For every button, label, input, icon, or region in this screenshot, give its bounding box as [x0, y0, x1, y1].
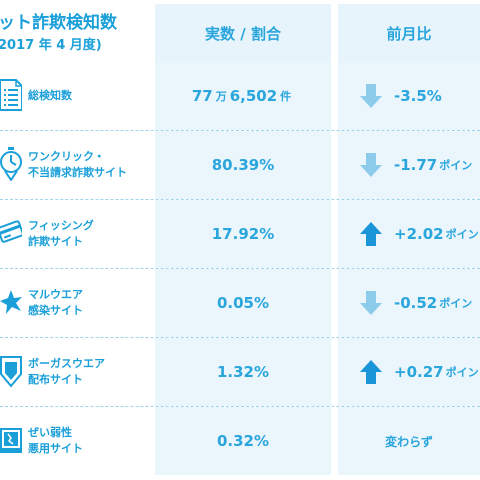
arrow-up-icon [360, 360, 382, 384]
arrow-down-icon [360, 291, 382, 315]
row-category: フィッシング 詐欺サイト [0, 200, 155, 268]
change-value: -3.5% [394, 87, 442, 105]
table-title: ット詐欺検知数 2017 年 4 月度) [0, 0, 150, 62]
row-value: 0.32% [155, 407, 331, 475]
row-divider [0, 130, 480, 132]
change-unit: ポイン [439, 159, 473, 172]
row-value: 80.39% [155, 131, 331, 199]
row-divider [0, 199, 480, 201]
table-row-total: 総検知数 77 万 6,502 件 -3.5% [0, 62, 480, 130]
broken-window-icon [0, 428, 22, 453]
arrow-down-icon [360, 153, 382, 177]
value-unit-man: 万 [215, 90, 227, 103]
row-label-line2: 不当請求詐欺サイト [28, 166, 127, 179]
timer-click-icon [0, 147, 22, 181]
arrow-up-icon [360, 222, 382, 246]
row-divider [0, 406, 480, 408]
row-label-line1: ぜい弱性 [28, 426, 72, 439]
table-row-one-click: ワンクリック・ 不当請求詐欺サイト 80.39% -1.77 ポイン [0, 131, 480, 199]
row-label-line1: ボーガスウエア [28, 357, 105, 370]
row-label-line2: 詐欺サイト [28, 235, 83, 248]
value-percent: 17.92% [211, 225, 275, 243]
row-category: ぜい弱性 悪用サイト [0, 407, 155, 475]
value-number-a: 77 [191, 87, 213, 105]
table-row-vulnerability: ぜい弱性 悪用サイト 0.32% 変わらず [0, 407, 480, 475]
change-value: -0.52 [394, 294, 438, 312]
row-value: 77 万 6,502 件 [155, 62, 331, 130]
row-label-line2: 感染サイト [28, 304, 83, 317]
table-row-bogusware: ボーガスウエア 配布サイト 1.32% +0.27 ポイン [0, 338, 480, 406]
table-title-line1: ット詐欺検知数 [0, 13, 117, 33]
value-number-b: 6,502 [229, 87, 278, 105]
value-percent: 0.32% [216, 432, 270, 450]
row-change: -3.5% [338, 62, 480, 130]
row-label-line1: マルウエア [28, 288, 83, 301]
table-title-line2: 2017 年 4 月度) [0, 38, 102, 53]
row-label-line1: 総検知数 [28, 89, 72, 102]
value-percent: 0.05% [216, 294, 270, 312]
row-value: 1.32% [155, 338, 331, 406]
row-label-line1: フィッシング [28, 219, 94, 232]
star-burst-icon [0, 290, 22, 314]
column-header-change: 前月比 [338, 4, 480, 62]
table-header: ット詐欺検知数 2017 年 4 月度) 実数 / 割合 前月比 [0, 0, 480, 62]
change-value: +2.02 [394, 225, 444, 243]
change-unit: ポイン [439, 297, 473, 310]
row-change: +0.27 ポイン [338, 338, 480, 406]
row-category: ワンクリック・ 不当請求詐欺サイト [0, 131, 155, 199]
row-label-line2: 悪用サイト [28, 442, 83, 455]
change-value: +0.27 [394, 363, 444, 381]
shield-badge-icon [0, 356, 22, 388]
credit-card-hook-icon [0, 220, 22, 243]
row-category: 総検知数 [0, 62, 155, 130]
change-value: -1.77 [394, 156, 438, 174]
document-list-icon [0, 79, 22, 111]
row-category: マルウエア 感染サイト [0, 269, 155, 337]
table-row-phishing: フィッシング 詐欺サイト 17.92% +2.02 ポイン [0, 200, 480, 268]
value-unit-ken: 件 [280, 90, 292, 103]
row-divider [0, 337, 480, 339]
row-label-line2: 配布サイト [28, 373, 83, 386]
arrow-down-icon [360, 84, 382, 108]
column-header-value: 実数 / 割合 [155, 4, 331, 62]
value-percent: 1.32% [216, 363, 270, 381]
row-change: -1.77 ポイン [338, 131, 480, 199]
row-value: 0.05% [155, 269, 331, 337]
value-percent: 80.39% [211, 156, 275, 174]
change-unchanged: 変わらず [385, 434, 433, 449]
row-change: 変わらず [338, 407, 480, 475]
table-row-malware: マルウエア 感染サイト 0.05% -0.52 ポイン [0, 269, 480, 337]
change-unit: ポイン [445, 228, 479, 241]
row-divider [0, 268, 480, 270]
change-unit: ポイン [445, 366, 479, 379]
row-label-line1: ワンクリック・ [28, 150, 105, 163]
row-change: -0.52 ポイン [338, 269, 480, 337]
row-change: +2.02 ポイン [338, 200, 480, 268]
row-value: 17.92% [155, 200, 331, 268]
row-category: ボーガスウエア 配布サイト [0, 338, 155, 406]
